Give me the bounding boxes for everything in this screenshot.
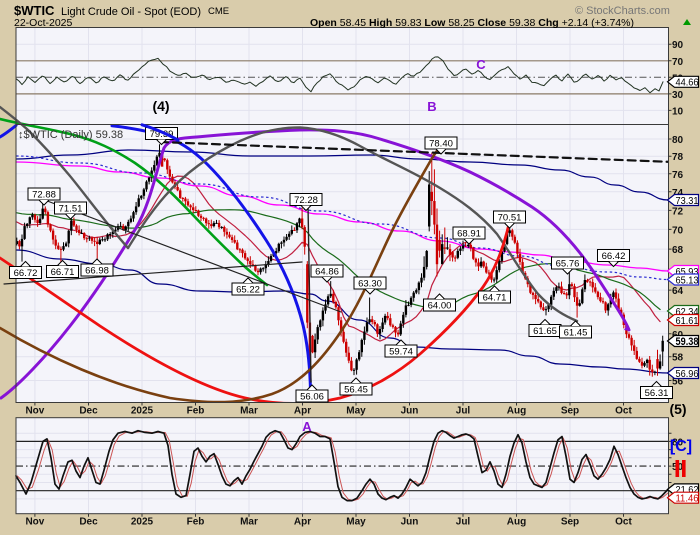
svg-text:66.42: 66.42 [602, 251, 626, 262]
svg-text:72.28: 72.28 [294, 195, 318, 206]
svg-text:[C]: [C] [670, 438, 692, 455]
svg-text:72.88: 72.88 [32, 190, 56, 201]
svg-text:63.30: 63.30 [358, 279, 382, 290]
svg-text:76: 76 [672, 170, 684, 181]
svg-text:64: 64 [672, 286, 684, 297]
svg-text:B: B [427, 99, 436, 114]
svg-text:70: 70 [672, 57, 684, 68]
svg-text:$WTIC: $WTIC [14, 3, 55, 18]
svg-text:Feb: Feb [187, 406, 205, 417]
svg-text:65.76: 65.76 [556, 259, 580, 270]
svg-text:A: A [302, 419, 312, 434]
svg-text:68: 68 [672, 245, 684, 256]
svg-text:66.71: 66.71 [51, 267, 75, 278]
svg-text:Jun: Jun [401, 517, 419, 528]
svg-text:70.51: 70.51 [498, 213, 522, 224]
svg-text:Sep: Sep [561, 406, 579, 417]
svg-text:90: 90 [672, 40, 684, 51]
svg-text:↕$WTIC (Daily) 59.38: ↕$WTIC (Daily) 59.38 [18, 129, 123, 141]
svg-text:22-Oct-2025: 22-Oct-2025 [14, 17, 73, 29]
svg-text:Oct: Oct [615, 406, 632, 417]
svg-text:61.45: 61.45 [564, 328, 588, 339]
svg-text:2025: 2025 [131, 406, 154, 417]
svg-text:59.74: 59.74 [389, 347, 413, 358]
svg-text:Jul: Jul [456, 517, 471, 528]
svg-text:71.51: 71.51 [59, 204, 83, 215]
svg-text:78: 78 [672, 152, 684, 163]
svg-text:May: May [346, 517, 366, 528]
svg-text:70: 70 [672, 225, 684, 236]
svg-text:61.65: 61.65 [533, 326, 557, 337]
svg-text:© StockCharts.com: © StockCharts.com [575, 5, 670, 17]
svg-text:Oct: Oct [615, 517, 632, 528]
svg-text:Nov: Nov [25, 517, 44, 528]
svg-text:Apr: Apr [294, 517, 311, 528]
svg-text:Dec: Dec [79, 517, 98, 528]
svg-text:56.96: 56.96 [676, 369, 699, 380]
svg-text:Aug: Aug [507, 406, 526, 417]
svg-text:Jul: Jul [456, 406, 471, 417]
svg-text:Nov: Nov [25, 406, 44, 417]
svg-text:44.66: 44.66 [676, 78, 699, 89]
svg-text:2025: 2025 [131, 517, 154, 528]
svg-text:64.71: 64.71 [483, 293, 507, 304]
svg-text:Aug: Aug [507, 517, 526, 528]
svg-text:Mar: Mar [240, 406, 258, 417]
svg-text:68.91: 68.91 [457, 229, 481, 240]
svg-text:61.61: 61.61 [676, 316, 699, 327]
svg-text:65.13: 65.13 [676, 275, 699, 286]
svg-text:56.31: 56.31 [645, 388, 669, 399]
svg-text:30: 30 [672, 90, 684, 101]
svg-text:64.00: 64.00 [428, 301, 452, 312]
svg-text:66.98: 66.98 [85, 266, 109, 277]
svg-text:73.31: 73.31 [676, 196, 699, 207]
svg-text:56.45: 56.45 [344, 385, 368, 396]
svg-text:78.40: 78.40 [429, 139, 453, 150]
svg-text:Apr: Apr [294, 406, 311, 417]
svg-text:80: 80 [672, 135, 684, 146]
svg-text:10: 10 [672, 106, 684, 117]
svg-text:Light Crude Oil - Spot (EOD): Light Crude Oil - Spot (EOD) [61, 6, 201, 18]
svg-text:56.06: 56.06 [300, 392, 324, 403]
svg-text:C: C [476, 57, 486, 72]
svg-text:Mar: Mar [240, 517, 258, 528]
svg-text:58: 58 [672, 353, 684, 364]
svg-text:72: 72 [672, 206, 684, 217]
svg-text:Sep: Sep [561, 517, 579, 528]
svg-text:CME: CME [208, 6, 229, 17]
svg-text:(5): (5) [669, 401, 686, 417]
svg-text:Feb: Feb [187, 517, 205, 528]
svg-text:65.22: 65.22 [236, 285, 260, 296]
svg-text:Jun: Jun [401, 406, 419, 417]
svg-text:May: May [346, 406, 366, 417]
svg-text:Open 58.45 High 59.83 Low 58.2: Open 58.45 High 59.83 Low 58.25 Close 59… [310, 17, 634, 29]
svg-text:66.72: 66.72 [14, 268, 38, 279]
svg-text:(4): (4) [152, 98, 169, 114]
svg-text:Dec: Dec [79, 406, 98, 417]
svg-text:11.46: 11.46 [676, 494, 699, 505]
svg-text:64.86: 64.86 [315, 267, 339, 278]
svg-text:59.38: 59.38 [676, 336, 699, 348]
